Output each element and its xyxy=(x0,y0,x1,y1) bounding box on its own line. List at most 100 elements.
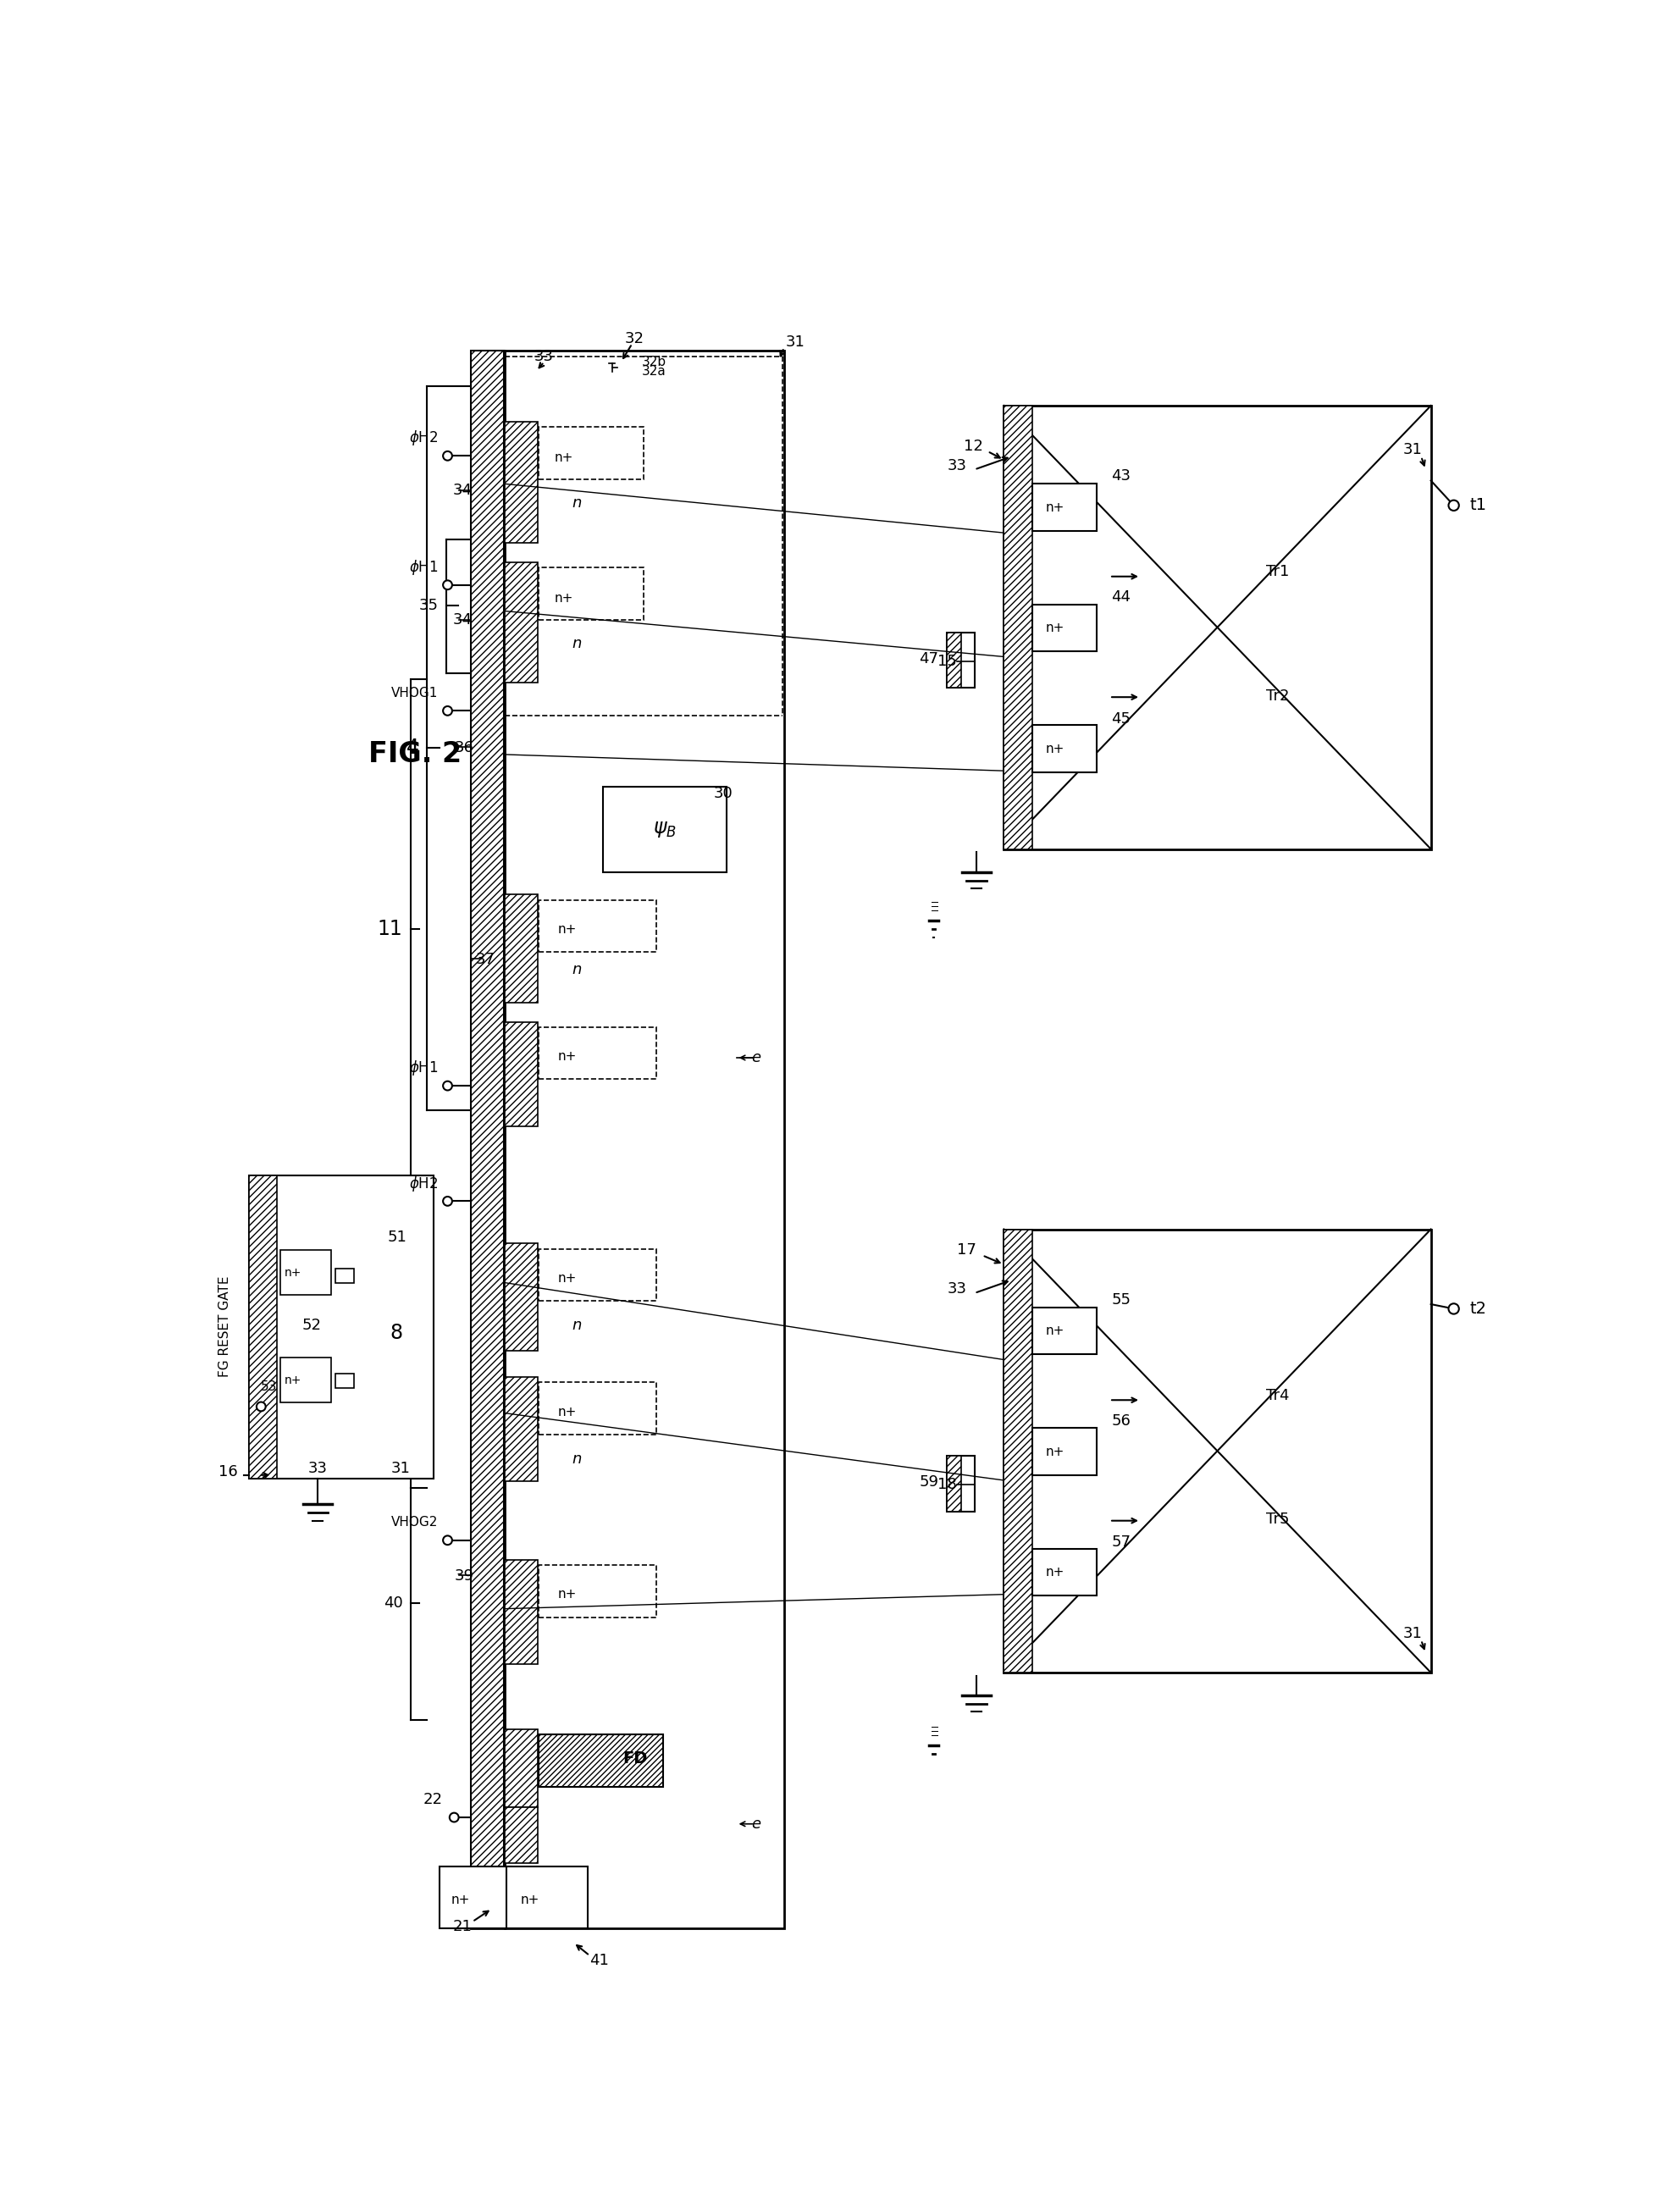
Text: Tr2: Tr2 xyxy=(1266,688,1289,703)
Text: 31: 31 xyxy=(392,1460,410,1475)
Text: 33: 33 xyxy=(947,1281,967,1296)
Bar xyxy=(504,1243,538,1352)
Text: n+: n+ xyxy=(1045,500,1063,513)
Bar xyxy=(539,1566,657,1617)
Text: 57: 57 xyxy=(1112,1535,1131,1551)
Text: n: n xyxy=(572,495,582,511)
Bar xyxy=(504,1559,538,1663)
Bar xyxy=(539,900,657,951)
Text: 31: 31 xyxy=(1404,442,1422,458)
Text: n+: n+ xyxy=(557,1272,576,1285)
Bar xyxy=(539,427,644,480)
Text: $\mathbf{\overline{\overline{\overline{\ }}}}$: $\mathbf{\overline{\overline{\overline{\… xyxy=(931,1725,937,1741)
Circle shape xyxy=(443,580,453,591)
Circle shape xyxy=(443,1082,453,1091)
Text: 33: 33 xyxy=(947,458,967,473)
Text: t1: t1 xyxy=(1470,498,1486,513)
Bar xyxy=(504,1730,538,1807)
Text: 55: 55 xyxy=(1112,1292,1131,1307)
Text: 32a: 32a xyxy=(642,365,667,378)
Text: n+: n+ xyxy=(284,1267,302,1279)
Text: 35: 35 xyxy=(420,597,438,613)
Text: Tr5: Tr5 xyxy=(1266,1511,1289,1526)
Text: 59: 59 xyxy=(919,1475,939,1491)
Bar xyxy=(946,1455,961,1511)
Bar xyxy=(602,787,727,872)
Bar xyxy=(280,1358,330,1402)
Text: $\psi_B$: $\psi_B$ xyxy=(654,818,677,841)
Text: FIG. 2: FIG. 2 xyxy=(368,741,461,768)
Text: FD: FD xyxy=(622,1750,647,1767)
Text: n+: n+ xyxy=(1045,1566,1063,1579)
Text: n+: n+ xyxy=(554,591,572,604)
Text: 8: 8 xyxy=(390,1323,403,1343)
Bar xyxy=(471,349,785,1929)
Bar xyxy=(946,1455,975,1511)
Text: 52: 52 xyxy=(302,1318,322,1332)
Bar xyxy=(1032,1548,1097,1595)
Text: n+: n+ xyxy=(284,1374,302,1387)
Bar xyxy=(504,562,538,684)
Text: VHOG2: VHOG2 xyxy=(392,1515,438,1528)
Text: 36: 36 xyxy=(455,741,474,757)
Circle shape xyxy=(443,706,453,714)
Text: n: n xyxy=(572,1451,582,1467)
Text: 30: 30 xyxy=(713,785,733,801)
Text: 12: 12 xyxy=(964,440,982,453)
Text: 11: 11 xyxy=(377,918,403,938)
Text: $\phi$H1: $\phi$H1 xyxy=(410,557,438,577)
Text: 56: 56 xyxy=(1112,1413,1131,1429)
Bar xyxy=(946,633,961,688)
Text: 15: 15 xyxy=(937,653,957,668)
Text: n+: n+ xyxy=(1045,622,1063,635)
Text: FG RESET GATE: FG RESET GATE xyxy=(219,1276,231,1378)
Bar xyxy=(539,1734,662,1787)
Text: Tr1: Tr1 xyxy=(1266,564,1289,580)
Text: 41: 41 xyxy=(591,1953,609,1969)
Text: n+: n+ xyxy=(557,922,576,936)
Text: n+: n+ xyxy=(451,1893,469,1907)
Text: $\mathbf{\overline{\overline{\overline{\ }}}}$: $\mathbf{\overline{\overline{\overline{\… xyxy=(931,900,937,916)
Bar xyxy=(504,422,538,542)
Circle shape xyxy=(1448,1303,1458,1314)
Bar xyxy=(335,1267,353,1283)
Text: 34: 34 xyxy=(453,482,473,498)
Text: 34: 34 xyxy=(453,613,473,628)
Bar xyxy=(1004,405,1032,849)
Bar xyxy=(1004,405,1432,849)
Text: 44: 44 xyxy=(1112,591,1131,604)
Text: 31: 31 xyxy=(785,334,805,349)
Text: 45: 45 xyxy=(1112,710,1131,726)
Text: $\phi$H2: $\phi$H2 xyxy=(410,1175,438,1192)
Text: 40: 40 xyxy=(383,1595,403,1610)
Text: n+: n+ xyxy=(557,1051,576,1062)
Text: n+: n+ xyxy=(1045,743,1063,754)
Text: 39: 39 xyxy=(455,1568,474,1584)
Text: e: e xyxy=(752,1816,761,1832)
Text: t2: t2 xyxy=(1470,1301,1486,1316)
Circle shape xyxy=(443,1535,453,1544)
Text: 4: 4 xyxy=(406,739,418,759)
Text: 33: 33 xyxy=(534,349,554,365)
Bar xyxy=(249,1175,277,1478)
Circle shape xyxy=(443,451,453,460)
Bar xyxy=(1032,484,1097,531)
Text: 43: 43 xyxy=(1112,469,1131,484)
Text: n+: n+ xyxy=(557,1588,576,1601)
Bar xyxy=(1032,726,1097,772)
Bar xyxy=(1032,1429,1097,1475)
Bar xyxy=(946,633,975,688)
Text: 47: 47 xyxy=(919,650,939,666)
Text: 17: 17 xyxy=(957,1243,975,1259)
Text: 37: 37 xyxy=(476,953,494,967)
Text: n+: n+ xyxy=(521,1893,539,1907)
Bar xyxy=(1032,1307,1097,1354)
Bar xyxy=(249,1175,433,1478)
Bar xyxy=(506,1867,587,1929)
Text: 18: 18 xyxy=(937,1478,957,1493)
Bar xyxy=(504,1378,538,1482)
Bar xyxy=(1004,1230,1032,1672)
Bar xyxy=(504,1022,538,1126)
Text: 33: 33 xyxy=(309,1460,327,1475)
Bar xyxy=(504,894,538,1002)
